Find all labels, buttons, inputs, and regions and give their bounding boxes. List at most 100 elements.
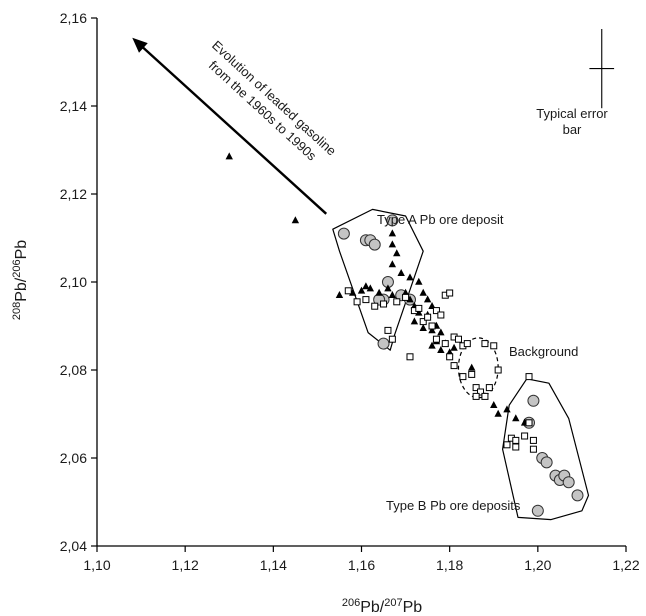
data-point-triangle — [437, 346, 445, 353]
x-tick-label: 1,20 — [524, 557, 551, 573]
y-tick-label: 2,08 — [60, 362, 87, 378]
data-point-circle — [527, 394, 540, 407]
data-point-triangle — [335, 291, 344, 298]
data-point-triangle — [388, 229, 397, 237]
data-point-square — [441, 340, 449, 348]
background-label: Background — [509, 344, 578, 359]
data-point-square — [490, 342, 498, 350]
data-point-triangle — [512, 414, 520, 422]
arrow-label-line-1: Evolution of leaded gasoline — [209, 38, 339, 159]
data-point-square — [344, 287, 352, 295]
data-point-square — [406, 353, 414, 361]
error-bar-label-line-1: Typical error — [536, 106, 608, 121]
data-point-triangle — [357, 286, 366, 294]
data-point-triangle — [406, 273, 414, 281]
data-point-square — [371, 302, 379, 310]
data-point-circle — [531, 504, 544, 517]
arrow-label: Evolution of leaded gasoline from the 19… — [206, 38, 339, 164]
data-point-square — [494, 366, 502, 374]
data-point-square — [525, 419, 533, 427]
data-point-square — [446, 289, 454, 297]
data-point-triangle — [428, 341, 436, 349]
type-b-label: Type B Pb ore deposits — [386, 498, 521, 513]
data-point-triangle — [450, 343, 458, 351]
data-point-triangle — [388, 291, 397, 298]
data-point-triangle — [388, 260, 397, 268]
data-point-triangle — [397, 269, 405, 276]
data-point-square — [503, 441, 511, 449]
data-point-square — [468, 370, 476, 378]
data-point-circle — [540, 456, 553, 469]
x-axis-title: 206Pb/207Pb — [342, 597, 422, 616]
data-point-square — [428, 322, 436, 330]
data-point-square — [384, 326, 392, 334]
type-a-region — [332, 208, 424, 351]
gasoline-evolution-arrow — [132, 37, 328, 215]
y-axis-title: 208Pb/206Pb — [11, 240, 30, 320]
data-point-square — [512, 436, 520, 444]
x-tick-label: 1,10 — [83, 557, 110, 573]
data-point-square — [481, 392, 489, 400]
data-point-square — [454, 335, 462, 343]
data-point-square — [380, 300, 388, 308]
data-point-triangle — [419, 324, 427, 331]
data-point-triangle — [366, 284, 375, 292]
data-point-triangle — [410, 317, 419, 325]
x-tick-label: 1,14 — [260, 557, 287, 573]
x-tick-label: 1,22 — [612, 557, 639, 573]
data-point-square — [402, 293, 410, 301]
data-point-square — [463, 340, 471, 348]
data-point-square — [521, 432, 529, 440]
x-tick-label: 1,18 — [436, 557, 463, 573]
arrow-label-line-2: from the 1960s to 1990s — [206, 58, 320, 164]
data-point-triangle — [384, 284, 392, 292]
data-point-triangle — [362, 282, 370, 290]
data-point-triangle — [468, 363, 476, 371]
data-point-square — [353, 298, 361, 306]
data-point-square — [472, 392, 480, 400]
data-point-square — [388, 335, 396, 343]
arrow-head — [132, 37, 148, 53]
data-point-triangle — [393, 249, 401, 257]
data-point-circle — [562, 476, 575, 489]
data-point-square — [529, 445, 537, 453]
y-tick-label: 2,10 — [60, 274, 87, 290]
data-points — [225, 152, 584, 517]
data-point-triangle — [225, 152, 233, 160]
data-point-square — [432, 307, 440, 315]
data-point-triangle — [428, 326, 436, 334]
data-point-triangle — [503, 405, 511, 413]
data-point-circle — [337, 227, 350, 240]
data-point-triangle — [415, 277, 423, 285]
type-a-label: Type A Pb ore deposit — [377, 212, 504, 227]
data-point-square — [459, 373, 467, 381]
data-point-square — [477, 388, 485, 396]
arrow-shaft — [141, 45, 328, 215]
data-point-square — [472, 384, 480, 392]
error-bar-label-line-2: bar — [563, 122, 582, 137]
y-tick-label: 2,14 — [60, 98, 87, 114]
data-point-square — [512, 443, 520, 451]
data-point-triangle — [388, 240, 397, 248]
axes: 1,10 1,12 1,14 1,16 1,18 1,20 1,22 2,04 2,06 2,08… — [60, 10, 640, 573]
data-point-square — [393, 298, 401, 306]
data-point-square — [525, 373, 533, 381]
data-point-triangle — [419, 288, 427, 296]
data-point-triangle — [494, 409, 502, 417]
typical-error-bar — [589, 29, 615, 109]
type-b-region — [502, 378, 590, 521]
data-point-square — [415, 304, 423, 312]
data-point-triangle — [490, 401, 498, 408]
data-point-square — [481, 340, 489, 348]
data-point-square — [437, 311, 445, 319]
data-point-circle — [386, 214, 399, 227]
data-point-square — [362, 296, 370, 304]
data-point-square — [419, 318, 427, 326]
data-point-triangle — [437, 328, 445, 336]
x-tick-label: 1,12 — [172, 557, 199, 573]
data-point-circle — [571, 489, 584, 502]
data-point-circle — [368, 238, 381, 251]
data-point-square — [424, 313, 432, 321]
y-tick-label: 2,12 — [60, 186, 87, 202]
